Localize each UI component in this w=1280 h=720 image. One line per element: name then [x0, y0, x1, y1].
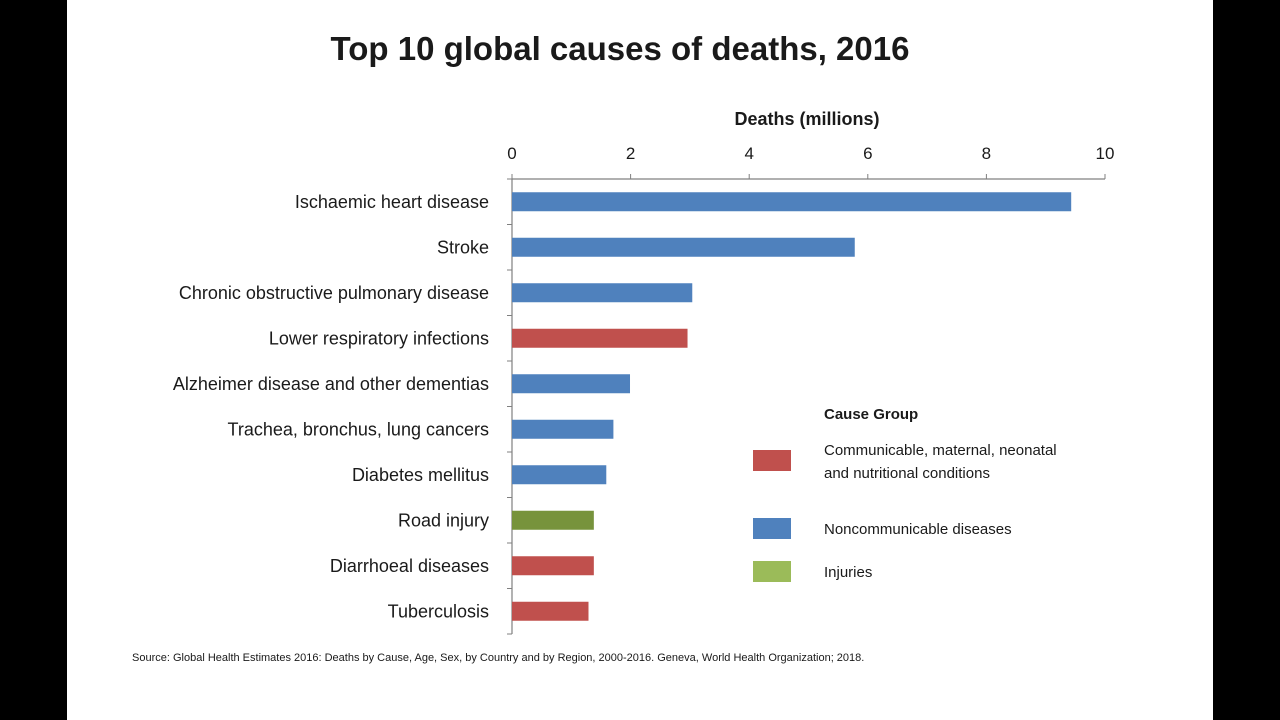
legend-label: and nutritional conditions [824, 465, 990, 482]
source-note: Source: Global Health Estimates 2016: De… [132, 652, 864, 664]
x-tick-label: 0 [507, 144, 516, 163]
bar [512, 419, 614, 439]
x-axis-title: Deaths (millions) [734, 109, 879, 129]
category-label: Diabetes mellitus [352, 465, 489, 485]
bar [512, 510, 594, 530]
bar [512, 328, 688, 348]
bar [512, 283, 693, 303]
legend-swatch [753, 518, 791, 539]
bar [512, 374, 631, 394]
bar [512, 465, 607, 485]
category-label: Lower respiratory infections [269, 328, 489, 348]
category-label: Alzheimer disease and other dementias [173, 374, 489, 394]
x-tick-label: 2 [626, 144, 635, 163]
bar [512, 601, 589, 621]
legend-label: Communicable, maternal, neonatal [824, 442, 1057, 459]
bars: Ischaemic heart disease Stroke Chronic obs… [173, 192, 1072, 621]
legend-swatch [753, 450, 791, 471]
category-label: Tuberculosis [388, 601, 489, 621]
category-label: Road injury [398, 510, 489, 530]
x-tick-label: 8 [982, 144, 991, 163]
bar [512, 556, 594, 576]
legend-title: Cause Group [824, 406, 918, 423]
bar-chart: Top 10 global causes of deaths, 2016 Dea… [132, 30, 1115, 664]
bar [512, 237, 855, 257]
legend-swatch [753, 561, 791, 582]
legend-label: Noncommunicable diseases [824, 521, 1012, 538]
category-label: Trachea, bronchus, lung cancers [228, 419, 489, 439]
category-label: Stroke [437, 237, 489, 257]
x-tick-label: 10 [1096, 144, 1115, 163]
legend-label: Injuries [824, 564, 872, 581]
category-label: Diarrhoeal diseases [330, 556, 489, 576]
category-label: Ischaemic heart disease [295, 192, 489, 212]
chart-title: Top 10 global causes of deaths, 2016 [331, 30, 910, 67]
legend: Cause Group Communicable, maternal, neon… [753, 406, 1057, 582]
category-label: Chronic obstructive pulmonary disease [179, 283, 489, 303]
x-tick-label: 6 [863, 144, 872, 163]
x-tick-label: 4 [744, 144, 753, 163]
bar [512, 192, 1072, 212]
chart-slide: Top 10 global causes of deaths, 2016 Dea… [67, 0, 1213, 720]
